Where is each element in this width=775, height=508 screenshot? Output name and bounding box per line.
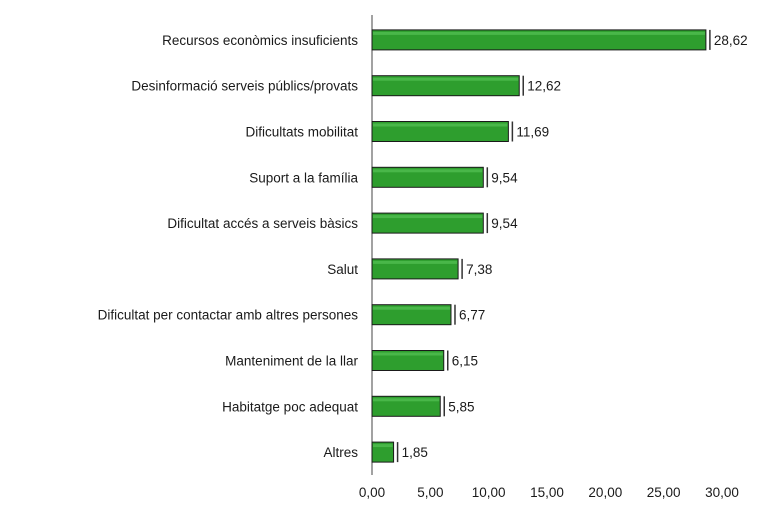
value-label: 1,85	[402, 445, 428, 460]
bar-highlight	[373, 398, 440, 402]
value-label: 6,15	[452, 354, 478, 369]
bar-highlight	[373, 352, 443, 356]
value-label: 7,38	[466, 262, 492, 277]
bar-highlight	[373, 123, 508, 127]
x-tick-label: 10,00	[472, 485, 506, 500]
bar-highlight	[373, 77, 519, 81]
category-label: Dificultat per contactar amb altres pers…	[98, 308, 359, 323]
bar-highlight	[373, 260, 458, 264]
category-label: Altres	[323, 445, 358, 460]
value-label: 9,54	[491, 170, 518, 185]
x-tick-label: 30,00	[705, 485, 739, 500]
x-tick-label: 25,00	[647, 485, 681, 500]
category-label: Recursos econòmics insuficients	[162, 33, 358, 48]
x-tick-label: 20,00	[588, 485, 622, 500]
value-label: 12,62	[527, 79, 561, 94]
bar-highlight	[373, 31, 705, 35]
value-label: 28,62	[714, 33, 748, 48]
x-tick-label: 15,00	[530, 485, 564, 500]
value-label: 9,54	[491, 216, 518, 231]
category-label: Suport a la família	[249, 170, 358, 185]
x-tick-label: 0,00	[359, 485, 385, 500]
x-tick-label: 5,00	[417, 485, 443, 500]
value-label: 6,77	[459, 308, 485, 323]
bar-highlight	[373, 306, 450, 310]
category-label: Dificultats mobilitat	[245, 125, 358, 140]
bar-highlight	[373, 169, 483, 173]
category-label: Salut	[327, 262, 358, 277]
category-label: Desinformació serveis públics/provats	[131, 79, 358, 94]
category-label: Dificultat accés a serveis bàsics	[167, 216, 358, 231]
value-label: 11,69	[516, 125, 549, 140]
bars-layer	[371, 29, 711, 463]
category-label: Manteniment de la llar	[225, 354, 358, 369]
bar-highlight	[373, 444, 393, 448]
bar-highlight	[373, 215, 483, 219]
value-label: 5,85	[448, 399, 474, 414]
category-label: Habitatge poc adequat	[222, 399, 358, 414]
labels-layer: 0,00 5,00 10,00 15,00 20,00 25,00 30,00 Recurso…	[98, 33, 748, 500]
